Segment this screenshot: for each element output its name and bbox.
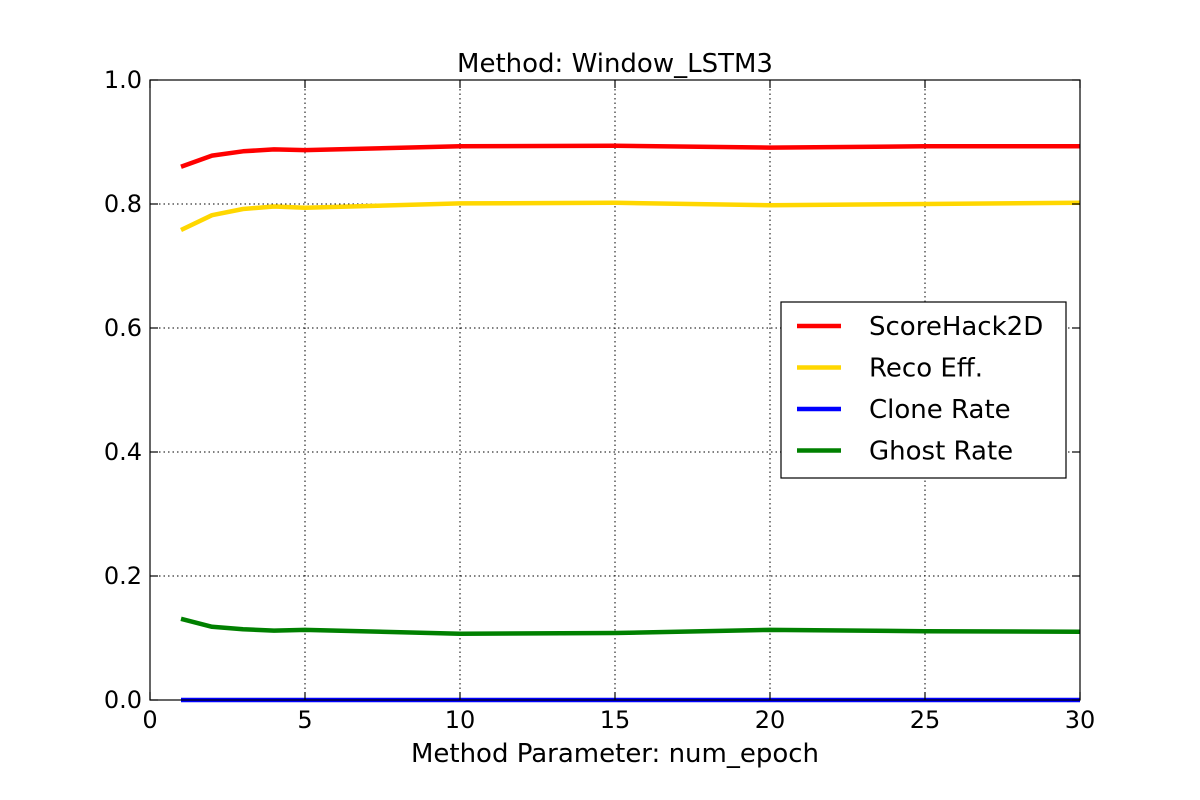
legend-label-scorehack2d: ScoreHack2D — [869, 312, 1043, 342]
legend-label-clone-rate: Clone Rate — [869, 395, 1011, 425]
y-tick-label: 1.0 — [104, 66, 142, 94]
chart-title: Method: Window_LSTM3 — [457, 49, 773, 79]
y-tick-label: 0.6 — [104, 314, 142, 342]
legend-label-ghost-rate: Ghost Rate — [869, 437, 1013, 467]
y-tick-label: 0.2 — [104, 562, 142, 590]
tick-labels: 0 5 10 15 20 25 30 0.0 0.2 0.4 0.6 0.8 1.0 — [104, 66, 1095, 734]
x-tick-label: 30 — [1065, 706, 1096, 734]
series-line-scorehack2d — [180, 143, 1080, 169]
legend: ScoreHack2D Reco Eff. Clone Rate Ghost Rate — [780, 301, 1067, 479]
y-tick-label: 0.0 — [104, 686, 142, 714]
x-tick-label: 15 — [600, 706, 631, 734]
series-line-ghost-rate — [180, 616, 1081, 636]
x-tick-label: 20 — [755, 706, 786, 734]
x-tick-label: 0 — [142, 706, 157, 734]
x-tick-label: 5 — [297, 706, 312, 734]
x-tick-label: 10 — [445, 706, 476, 734]
y-tick-label: 0.4 — [104, 438, 142, 466]
x-axis-label: Method Parameter: num_epoch — [411, 739, 819, 769]
x-tick-label: 25 — [910, 706, 941, 734]
axis-ticks — [149, 79, 1081, 701]
legend-label-reco-eff: Reco Eff. — [869, 354, 983, 384]
legend-items: ScoreHack2D Reco Eff. Clone Rate Ghost Rate — [797, 312, 1043, 467]
series-line-reco-eff — [180, 200, 1081, 233]
y-tick-label: 0.8 — [104, 190, 142, 218]
